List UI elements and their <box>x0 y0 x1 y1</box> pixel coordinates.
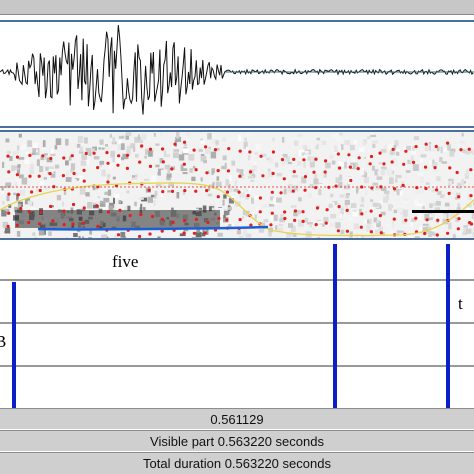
textgrid-lines <box>0 244 474 408</box>
boundary-line[interactable] <box>446 244 450 408</box>
visible-part-label: Visible part 0.563220 seconds <box>150 433 324 449</box>
textgrid-pane[interactable]: five t B <box>0 244 474 408</box>
black-marker <box>412 210 474 213</box>
boundary-line[interactable] <box>12 282 16 408</box>
spectrogram-plot <box>0 132 474 238</box>
interval-label-right[interactable]: t <box>458 294 463 313</box>
top-toolbar-strip <box>0 0 474 15</box>
word-interval-label[interactable]: five <box>112 252 139 271</box>
total-duration-label: Total duration 0.563220 seconds <box>143 456 331 471</box>
cursor-time-bar[interactable]: 0.561129 <box>0 408 474 429</box>
interval-label-left[interactable]: B <box>0 332 7 351</box>
total-duration-bar[interactable]: Total duration 0.563220 seconds <box>0 452 474 474</box>
cursor-time-label: 0.561129 <box>210 411 264 427</box>
waveform-pane[interactable] <box>0 20 474 128</box>
intensity-curve <box>0 182 474 237</box>
visible-part-bar[interactable]: Visible part 0.563220 seconds <box>0 430 474 451</box>
spectrogram-texture <box>1 132 474 238</box>
waveform-plot <box>0 25 474 115</box>
formant-dots <box>6 140 474 238</box>
spectrogram-pane[interactable] <box>0 130 474 240</box>
boundary-line[interactable] <box>333 244 337 408</box>
waveform-trace <box>0 25 474 115</box>
pitch-track <box>37 225 269 231</box>
